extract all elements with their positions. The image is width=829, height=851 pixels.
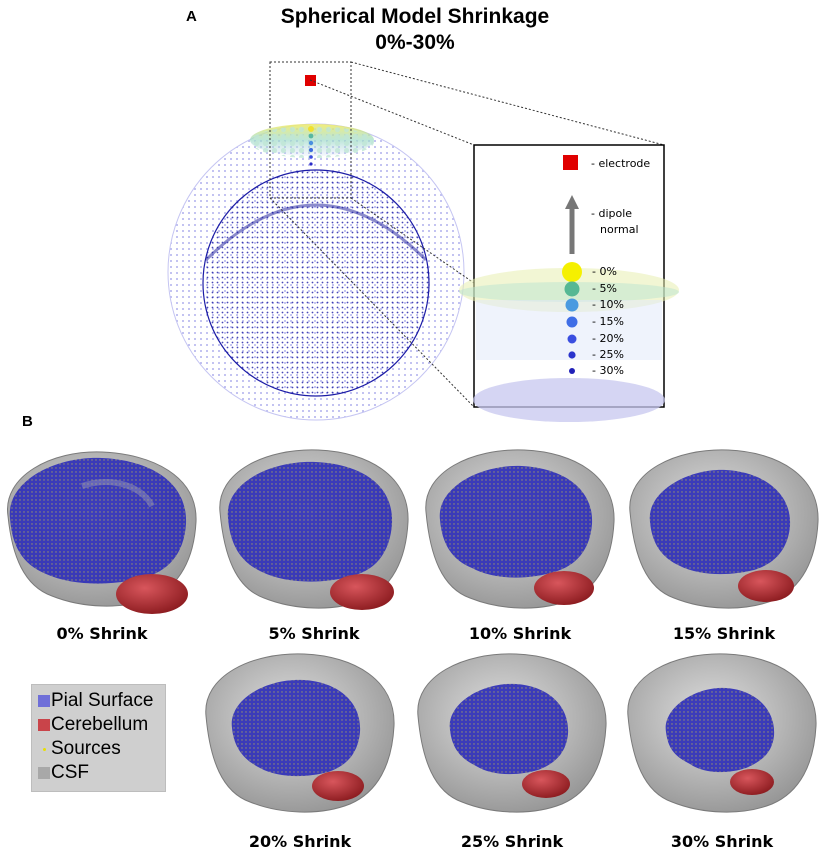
legend-label-csf: CSF: [51, 762, 89, 783]
brain-10: [425, 449, 615, 609]
cerebellum-swatch: [38, 718, 50, 731]
dipole-label-line2: normal: [600, 223, 639, 236]
panel-a-title: Spherical Model Shrinkage 0%-30%: [250, 4, 580, 56]
dipole-15: [566, 316, 578, 328]
panel-a-title-line2: 0%-30%: [375, 31, 455, 54]
dipole-0: [562, 262, 582, 282]
dipole-20: [567, 334, 577, 344]
brain-label-25: 25% Shrink: [460, 832, 564, 851]
dipole-5: [564, 281, 580, 297]
csf-swatch: [38, 766, 50, 779]
brain-label-15: 15% Shrink: [672, 624, 776, 643]
dipole-10: [565, 298, 579, 312]
brain-label-30: 30% Shrink: [670, 832, 774, 851]
brain-label-5: 5% Shrink: [268, 624, 360, 643]
electrode-label: - electrode: [591, 157, 651, 170]
zoom-box: [269, 61, 352, 199]
brain-30: [627, 653, 817, 813]
shrink-level-10: - 10%: [592, 298, 624, 311]
shrink-level-5: - 5%: [592, 282, 617, 295]
sources-swatch: [38, 743, 50, 755]
legend-item-pial: Pial Surface: [38, 690, 153, 712]
inner-sphere: [202, 169, 430, 397]
dipole-label-line1: - dipole: [591, 207, 633, 220]
legend-item-sources: Sources: [38, 738, 121, 760]
legend: Pial Surface Cerebellum Sources CSF: [31, 684, 166, 792]
legend-label-sources: Sources: [51, 738, 121, 759]
shrink-level-25: - 25%: [592, 348, 624, 361]
legend-label-cerebellum: Cerebellum: [51, 714, 149, 735]
pial-swatch: [38, 694, 50, 707]
panel-b-letter: B: [22, 413, 33, 430]
legend-item-csf: CSF: [38, 762, 89, 784]
sphere-diagram: [167, 61, 679, 422]
shrink-level-20: - 20%: [592, 332, 624, 345]
shrink-level-0: - 0%: [592, 265, 617, 278]
brain-20: [205, 653, 395, 813]
brain-label-10: 10% Shrink: [468, 624, 572, 643]
brain-label-0: 0% Shrink: [56, 624, 148, 643]
brain-5: [219, 449, 409, 610]
brain-label-20: 20% Shrink: [248, 832, 352, 851]
shrink-level-15: - 15%: [592, 315, 624, 328]
dipole-25: [568, 351, 576, 359]
shrink-level-30: - 30%: [592, 364, 624, 377]
legend-label-pial: Pial Surface: [51, 690, 154, 711]
dipole-30: [569, 368, 575, 374]
dipole-arrow: [565, 195, 579, 209]
brain-15: [629, 449, 819, 609]
legend-item-cerebellum: Cerebellum: [38, 714, 148, 736]
brain-25: [417, 653, 607, 813]
panel-a-title-line1: Spherical Model Shrinkage: [280, 5, 550, 28]
panel-a-letter: A: [186, 8, 197, 25]
brain-0: [7, 451, 197, 614]
inset-electrode: [563, 155, 578, 170]
